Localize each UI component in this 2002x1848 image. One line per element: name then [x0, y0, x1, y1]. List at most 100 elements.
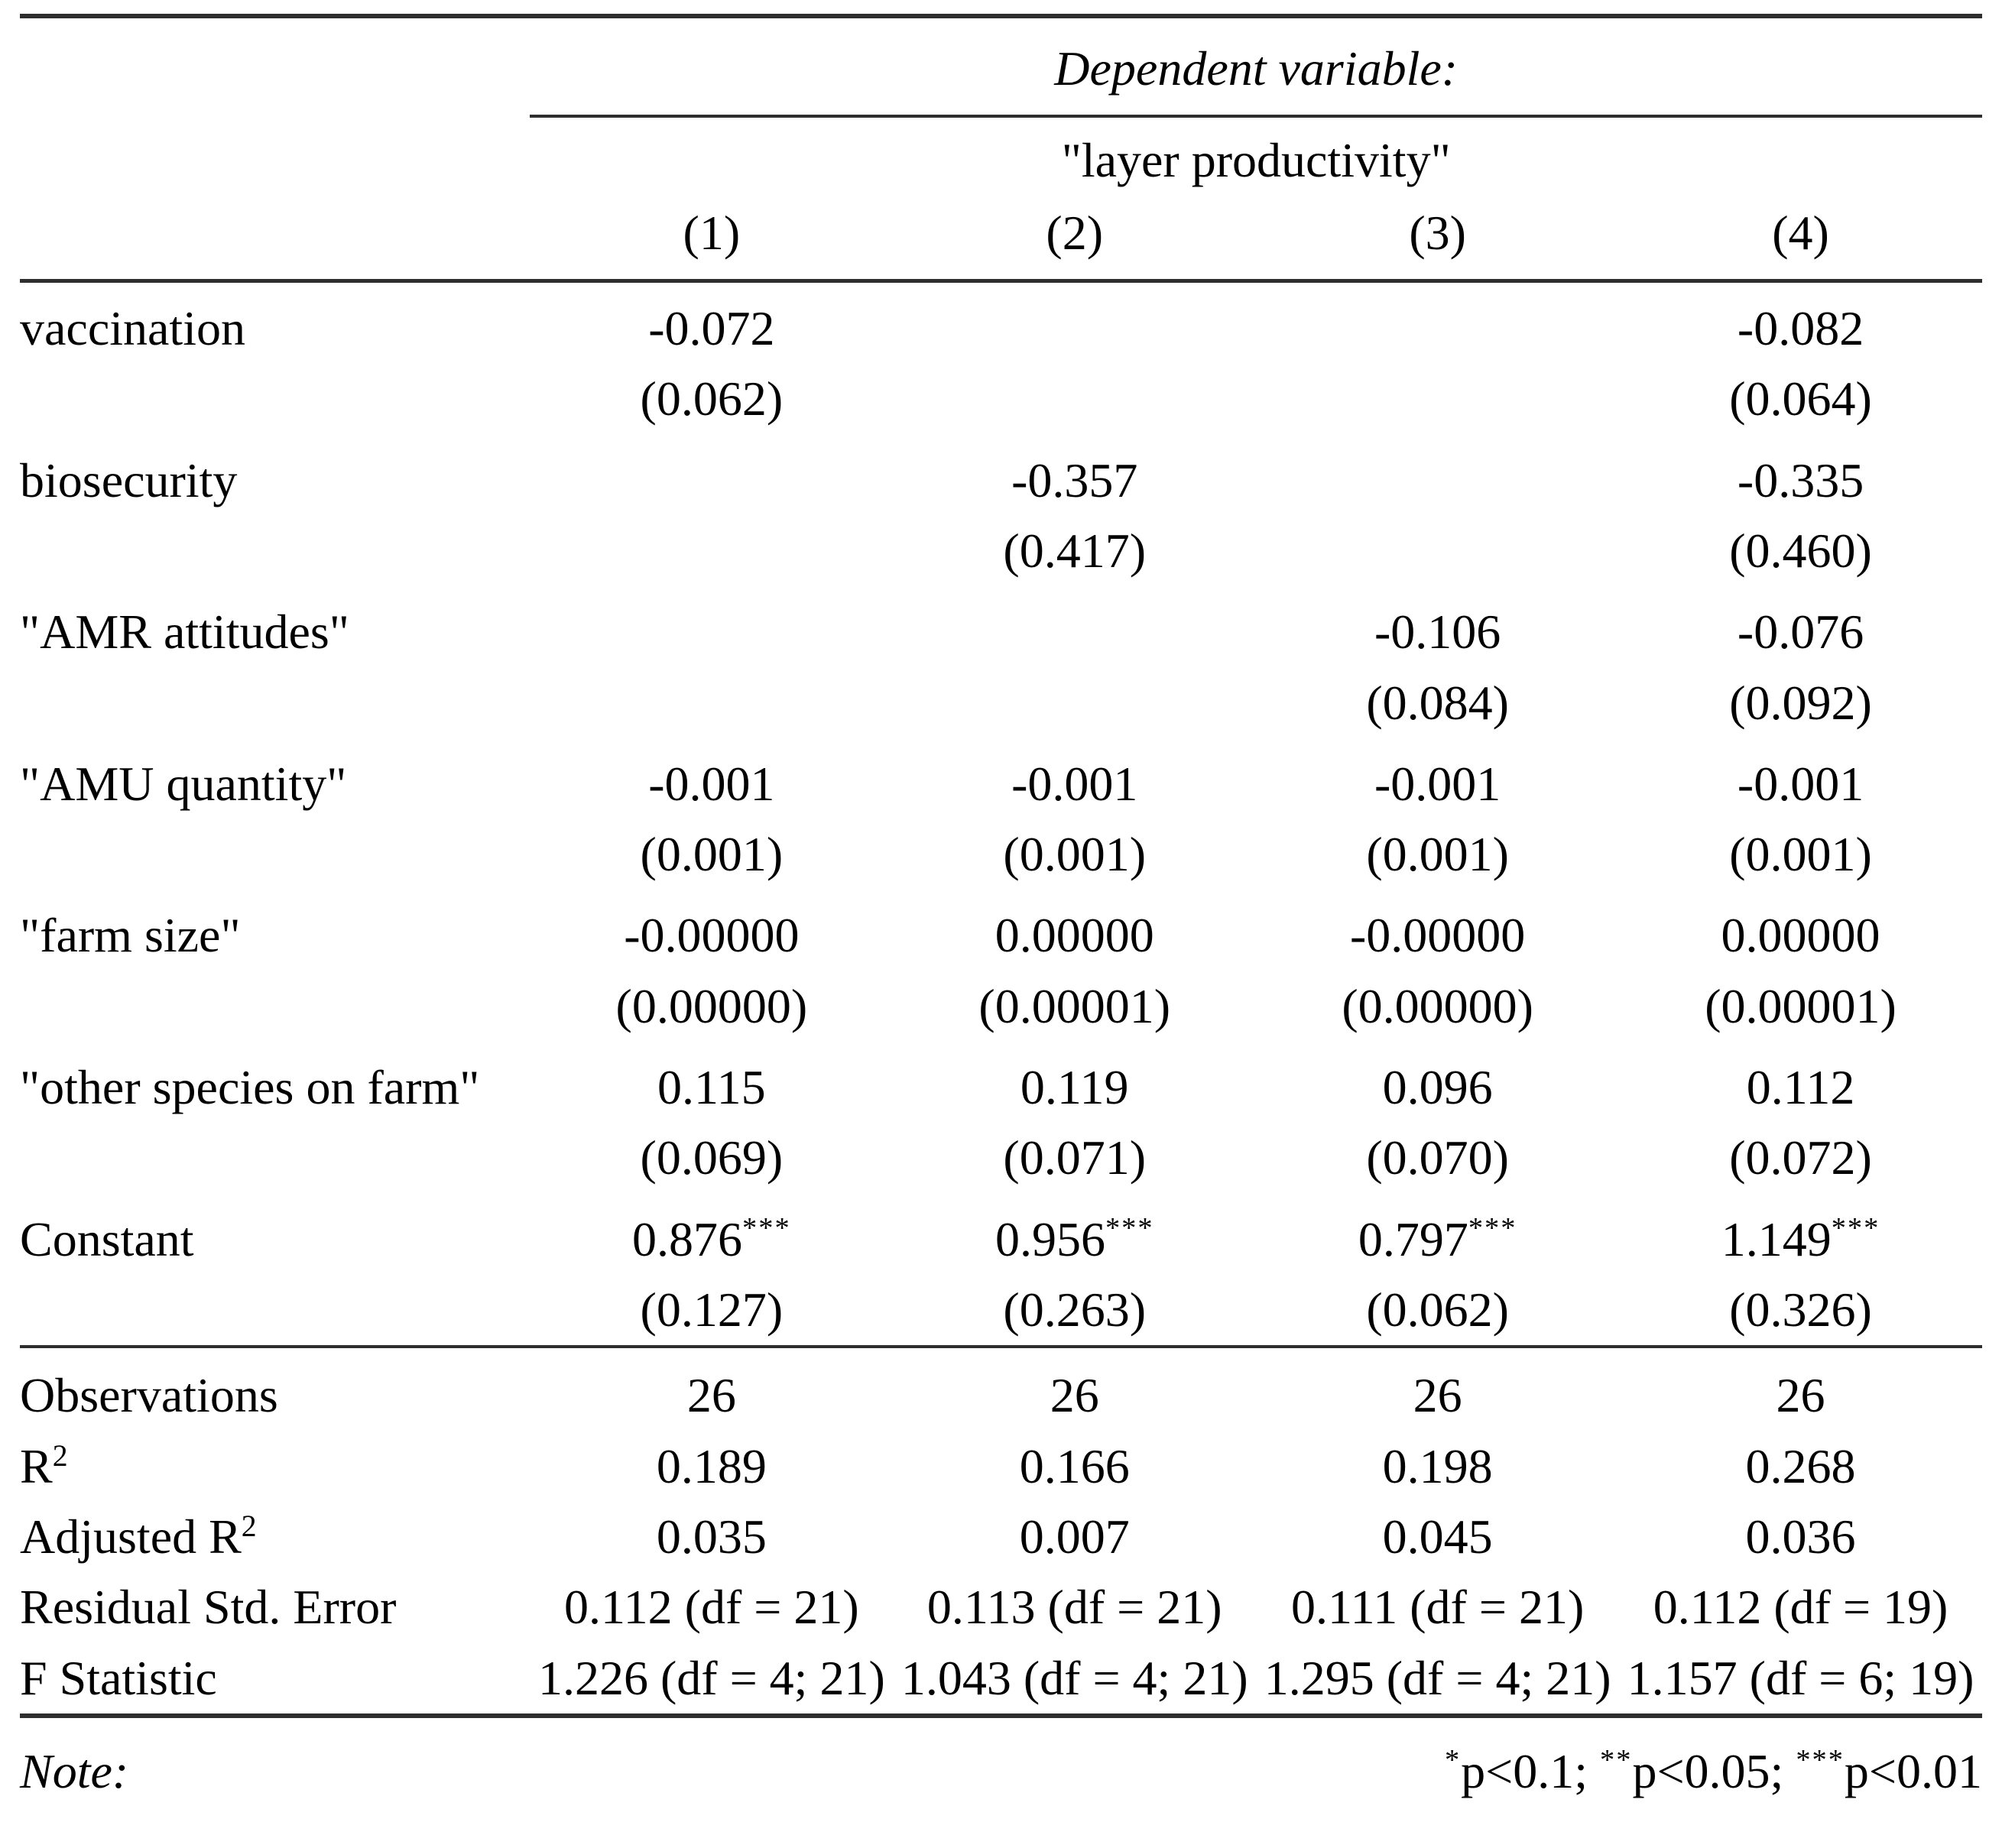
significance-stars: ***: [1831, 1211, 1880, 1244]
stat-value: 0.045: [1382, 1509, 1493, 1564]
std-error: (0.460): [1729, 523, 1872, 578]
coef-cell: 0.876*** (0.127): [530, 1194, 893, 1347]
coef-cell: -0.076 (0.092): [1619, 586, 1982, 738]
std-error: (0.00000): [1342, 978, 1533, 1033]
significance-stars: *: [1444, 1744, 1462, 1777]
std-error: (0.00001): [1705, 978, 1897, 1033]
coef-cell: -0.00000 (0.00000): [530, 890, 893, 1042]
stat-value: 0.166: [1019, 1438, 1130, 1493]
table-row-biosecurity: biosecurity -0.357 (0.417) -0.335 (0.460…: [20, 435, 1982, 587]
coefficient: -0.001: [1011, 756, 1138, 811]
coefficient: -0.001: [1737, 756, 1864, 811]
coefficient: -0.106: [1374, 605, 1501, 660]
stat-value: 0.112 (df = 19): [1653, 1580, 1948, 1635]
std-error: (0.001): [640, 827, 784, 882]
coefficient: 0.956***: [995, 1211, 1154, 1266]
legend-text: p<0.1;: [1461, 1743, 1601, 1798]
stat-value: 26: [1256, 1345, 1620, 1431]
table-row-amr-attitudes: "AMR attitudes" -0.106 (0.084) -0.076 (0…: [20, 586, 1982, 738]
significance-legend: *p<0.1; **p<0.05; ***p<0.01: [530, 1713, 1982, 1806]
table-row-farm-size: "farm size" -0.00000 (0.00000) 0.00000 (…: [20, 890, 1982, 1042]
coef-cell: 0.956*** (0.263): [893, 1194, 1256, 1347]
significance-stars: ***: [1796, 1744, 1845, 1777]
coef-cell: [1256, 280, 1619, 434]
empty-corner-cell: [20, 13, 531, 117]
empty-cell: [20, 194, 531, 283]
std-error: (0.069): [640, 1130, 784, 1185]
coefficient: 0.00000: [995, 908, 1154, 963]
coef-cell: 0.119 (0.071): [893, 1042, 1256, 1194]
row-label: "AMR attitudes": [20, 605, 349, 660]
coef-cell: 0.115 (0.069): [530, 1042, 893, 1194]
std-error: (0.326): [1729, 1282, 1872, 1337]
std-error: (0.084): [1366, 675, 1509, 730]
stat-value: 1.226 (df = 4; 21): [537, 1650, 885, 1705]
stat-value: 0.035: [656, 1509, 767, 1564]
stat-value: 0.007: [1019, 1509, 1130, 1564]
stat-value: 0.111 (df = 21): [1290, 1580, 1585, 1635]
dependent-variable-name-row: "layer productivity": [20, 116, 1982, 194]
stat-value: 1.157 (df = 6; 19): [1627, 1650, 1974, 1705]
std-error: (0.001): [1003, 827, 1147, 882]
row-label: F Statistic: [20, 1650, 217, 1705]
coef-cell: [893, 586, 1256, 738]
coef-cell: 0.797*** (0.062): [1256, 1194, 1619, 1347]
table-row-other-species: "other species on farm" 0.115 (0.069) 0.…: [20, 1042, 1982, 1194]
row-label: "other species on farm": [20, 1060, 480, 1115]
model-number: (2): [893, 194, 1257, 283]
legend-text: p<0.01: [1844, 1743, 1982, 1798]
row-label: biosecurity: [20, 452, 238, 507]
stat-value: 0.198: [1382, 1438, 1493, 1493]
model-number: (3): [1256, 194, 1620, 283]
std-error: (0.070): [1366, 1130, 1509, 1185]
coefficient: -0.357: [1011, 452, 1138, 507]
significance-stars: ***: [1105, 1211, 1154, 1244]
stat-value: 0.112 (df = 21): [564, 1580, 859, 1635]
std-error: (0.127): [640, 1282, 784, 1337]
table-row-vaccination: vaccination -0.072 (0.062) -0.082 (0.064…: [20, 280, 1982, 434]
note-label: Note:: [20, 1713, 531, 1806]
stat-value: 1.295 (df = 4; 21): [1264, 1650, 1611, 1705]
stat-value: 0.113 (df = 21): [926, 1580, 1222, 1635]
coef-cell: [893, 280, 1256, 434]
row-label: "farm size": [20, 908, 241, 963]
table-row-adjusted-r2: Adjusted R2 0.035 0.007 0.045 0.036: [20, 1502, 1982, 1572]
model-number-row: (1) (2) (3) (4): [20, 194, 1982, 283]
coefficient: 1.149***: [1721, 1211, 1880, 1266]
row-label: Residual Std. Error: [20, 1580, 397, 1635]
row-label: "AMU quantity": [20, 756, 347, 811]
stat-value: 1.043 (df = 4; 21): [900, 1650, 1248, 1705]
std-error: (0.001): [1366, 827, 1509, 882]
superscript-2: 2: [52, 1438, 68, 1473]
std-error: (0.062): [640, 371, 784, 426]
coefficient: 0.00000: [1721, 908, 1880, 963]
coef-cell: -0.357 (0.417): [893, 435, 1256, 587]
table-row-observations: Observations 26 26 26 26: [20, 1345, 1982, 1431]
row-label: Adjusted R2: [20, 1509, 257, 1564]
coef-cell: 0.112 (0.072): [1619, 1042, 1982, 1194]
std-error: (0.071): [1003, 1130, 1147, 1185]
coef-cell: [530, 435, 893, 587]
coef-cell: -0.001 (0.001): [1256, 738, 1619, 890]
coefficient: 0.119: [1020, 1060, 1129, 1115]
coefficient: 0.112: [1746, 1060, 1855, 1115]
stat-value: 26: [530, 1345, 894, 1431]
regression-table: Dependent variable: "layer productivity"…: [20, 13, 1982, 1806]
dependent-variable-row: Dependent variable:: [20, 13, 1982, 118]
coefficient: -0.076: [1737, 605, 1864, 660]
std-error: (0.00000): [615, 978, 808, 1033]
coef-cell: -0.335 (0.460): [1619, 435, 1982, 587]
std-error: (0.064): [1729, 371, 1872, 426]
coefficient: -0.00000: [1349, 908, 1526, 963]
coefficient: -0.082: [1737, 300, 1864, 355]
table-row-residual-std-error: Residual Std. Error 0.112 (df = 21) 0.11…: [20, 1572, 1982, 1642]
stat-value: 0.268: [1745, 1438, 1856, 1493]
std-error: (0.001): [1729, 827, 1872, 882]
stat-value: 26: [1619, 1345, 1982, 1431]
significance-stars: ***: [1468, 1211, 1517, 1244]
coef-cell: -0.001 (0.001): [1619, 738, 1982, 890]
coef-cell: [1256, 435, 1619, 587]
coef-cell: -0.00000 (0.00000): [1256, 890, 1619, 1042]
row-label: vaccination: [20, 300, 245, 355]
coefficient: -0.001: [1374, 756, 1501, 811]
